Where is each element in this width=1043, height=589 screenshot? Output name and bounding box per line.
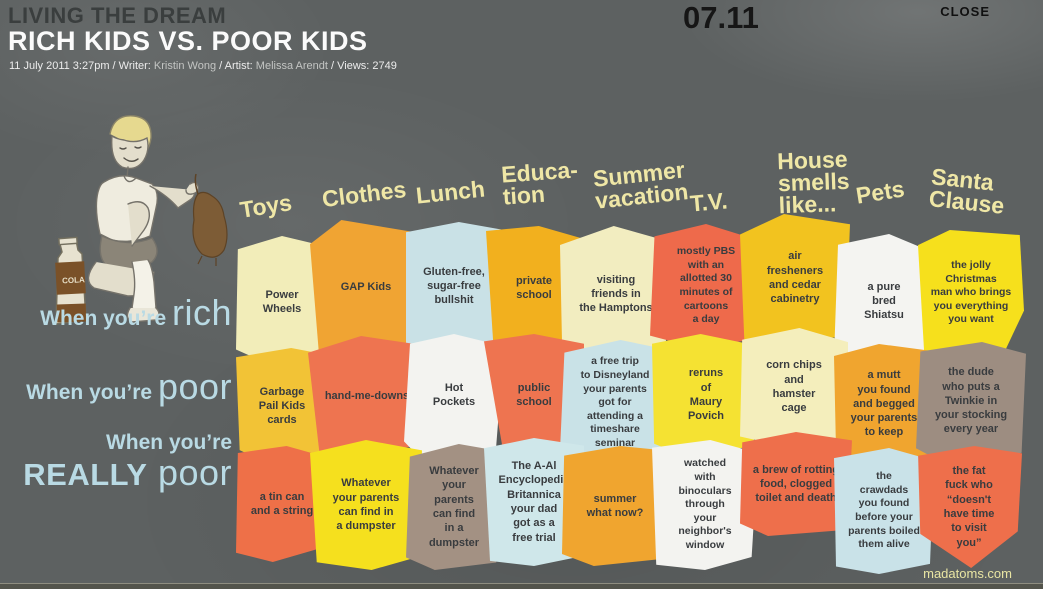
cell-poor-house-smells: corn chips and hamster cage <box>740 328 848 446</box>
cell-reallypoor-pets: the crawdads you found before your paren… <box>834 448 934 574</box>
issue-number: 07.11 <box>683 0 759 35</box>
column-header-lunch: Lunch <box>414 175 487 209</box>
dead-rat <box>192 173 228 266</box>
cell-reallypoor-summer-vacation: summer what now? <box>562 446 668 566</box>
byline-artist: Melissa Arendt <box>255 60 328 72</box>
column-header-santa-clause: Santa Clause <box>927 163 1006 219</box>
row-label-rich: When you’re rich <box>40 292 232 333</box>
column-header-house-smells-like: House smells like... <box>776 145 851 218</box>
byline-artist-label: / Artist: <box>216 60 256 72</box>
column-header-tv: T.V. <box>688 187 729 217</box>
cell-reallypoor-tv: watched with binoculars through your nei… <box>652 440 758 570</box>
cell-rich-house-smells: air fresheners and cedar cabinetry <box>740 214 850 342</box>
cell-reallypoor-santa: the fat fuck who “doesn't have time to v… <box>918 446 1022 568</box>
cell-rich-santa: the jolly Christmas man who brings you e… <box>918 230 1024 356</box>
row-label-really-poor: When you’re REALLY poor <box>23 431 232 493</box>
byline-views: / Views: 2749 <box>327 60 397 72</box>
column-header-pets: Pets <box>854 175 907 209</box>
column-header-education: Educa- tion <box>500 156 579 210</box>
site-link[interactable]: madatoms.com <box>923 566 1012 581</box>
cell-poor-santa: the dude who puts a Twinkie in your stoc… <box>916 342 1026 460</box>
column-header-toys: Toys <box>238 189 294 223</box>
cell-rich-lunch: Gluten-free, sugar-free bullshit <box>406 222 502 350</box>
byline-date: 11 July 2011 3:27pm / Writer: <box>9 60 154 72</box>
bottom-strip <box>0 583 1043 589</box>
cell-reallypoor-clothes: Whatever your parents can find in a dump… <box>310 440 422 570</box>
page-subtitle: LIVING THE DREAM <box>8 3 227 28</box>
close-button[interactable]: CLOSE <box>940 4 990 19</box>
page-title: RICH KIDS VS. POOR KIDS <box>8 26 368 56</box>
cell-rich-clothes: GAP Kids <box>310 220 422 354</box>
column-header-clothes: Clothes <box>320 175 408 213</box>
byline: 11 July 2011 3:27pm / Writer: Kristin Wo… <box>9 60 397 72</box>
boy-figure <box>87 115 200 323</box>
row-label-poor: When you’re poor <box>26 366 232 407</box>
column-header-summer-vacation: Summer vacation <box>591 156 690 214</box>
cell-reallypoor-house-smells: a brew of rotting food, clogged toilet a… <box>740 432 852 536</box>
svg-text:COLA: COLA <box>62 275 85 285</box>
cola-bottle: COLA <box>55 236 87 325</box>
kid-illustration: COLA <box>55 115 228 325</box>
byline-writer: Kristin Wong <box>153 60 217 72</box>
